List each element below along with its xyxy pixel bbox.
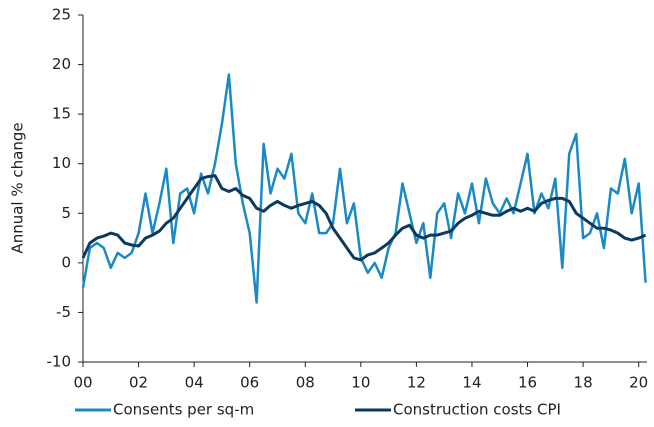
series-line: [81, 174, 647, 262]
x-tick-label: 16: [518, 374, 537, 392]
legend-label: Construction costs CPI: [393, 401, 561, 419]
y-tick-label: 25: [52, 6, 71, 24]
y-tick-label: 5: [61, 204, 71, 222]
x-tick-label: 04: [185, 374, 204, 392]
y-tick-label: 15: [52, 105, 71, 123]
y-tick-label: -5: [56, 303, 71, 321]
y-tick-label: 20: [52, 55, 71, 73]
x-tick-label: 02: [129, 374, 148, 392]
x-tick-label: 18: [574, 374, 593, 392]
x-tick-label: 00: [73, 374, 92, 392]
y-tick-label: -10: [47, 353, 72, 371]
x-tick-label: 08: [296, 374, 315, 392]
x-tick-label: 20: [629, 374, 648, 392]
x-tick-label: 14: [462, 374, 481, 392]
x-tick-label: 12: [407, 374, 426, 392]
series-line: [81, 73, 647, 304]
y-tick-label: 0: [61, 253, 71, 271]
y-axis-label: Annual % change: [9, 122, 27, 253]
x-tick-label: 06: [240, 374, 259, 392]
y-tick-label: 10: [52, 154, 71, 172]
x-tick-label: 10: [351, 374, 370, 392]
legend-label: Consents per sq-m: [113, 401, 254, 419]
